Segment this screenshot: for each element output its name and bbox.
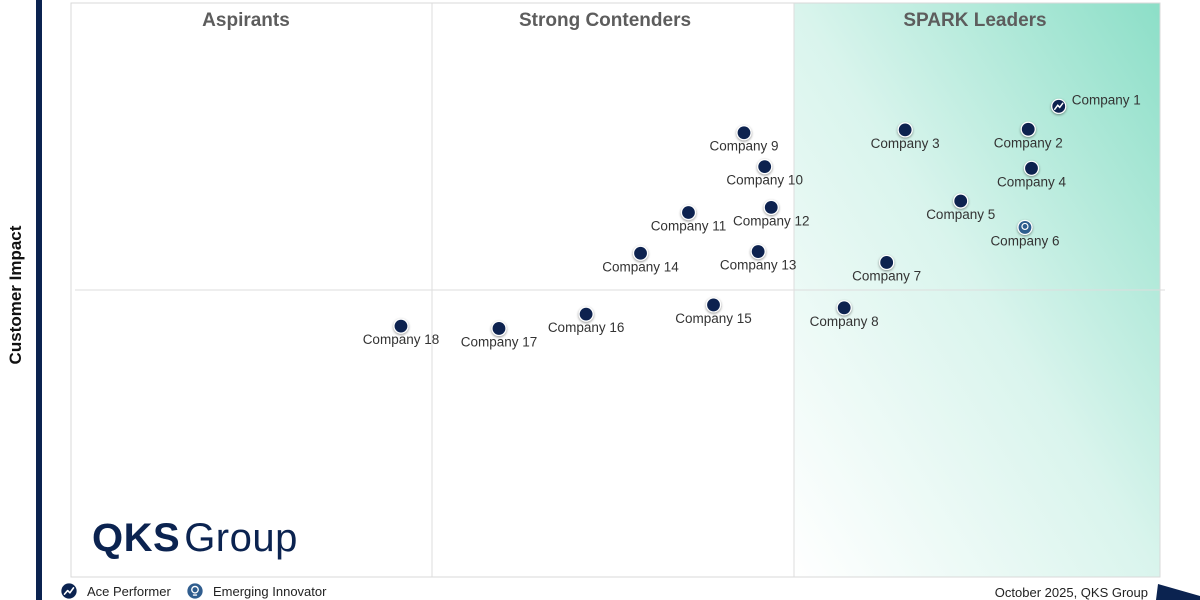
point-label-company-8: Company 8 xyxy=(810,314,879,329)
point-marker-company-6 xyxy=(1017,219,1033,236)
point-label-company-3: Company 3 xyxy=(871,136,940,151)
legend-ace-performer: Ace Performer xyxy=(60,582,171,600)
emerging-innovator-icon xyxy=(187,583,203,599)
point-marker-company-11 xyxy=(680,204,697,221)
point-company-1: Company 1 xyxy=(1051,92,1141,114)
point-label-company-9: Company 9 xyxy=(709,139,778,154)
quadrant-title-aspirants: Aspirants xyxy=(202,10,290,31)
qks-group-logo: QKS Group xyxy=(92,516,298,561)
point-label-company-5: Company 5 xyxy=(926,207,995,222)
point-company-14: Company 14 xyxy=(602,245,679,274)
point-marker-company-16 xyxy=(578,306,594,322)
point-label-company-4: Company 4 xyxy=(997,174,1067,189)
point-label-company-7: Company 7 xyxy=(852,268,921,283)
point-label-company-11: Company 11 xyxy=(651,219,727,234)
logo-light-text: Group xyxy=(184,516,298,560)
point-label-company-12: Company 12 xyxy=(733,213,810,228)
point-company-3: Company 3 xyxy=(871,122,940,151)
quadrant-title-strong-contenders: Strong Contenders xyxy=(519,10,691,31)
emerging-innovator-icon xyxy=(1021,222,1029,231)
point-label-company-6: Company 6 xyxy=(990,233,1059,248)
point-marker-company-3 xyxy=(897,122,913,138)
point-label-company-10: Company 10 xyxy=(726,173,803,188)
point-marker-company-4 xyxy=(1023,160,1040,176)
point-marker-company-8 xyxy=(836,300,852,316)
point-company-17: Company 17 xyxy=(461,320,538,349)
point-company-7: Company 7 xyxy=(852,254,921,283)
point-marker-company-13 xyxy=(750,243,766,260)
point-label-company-15: Company 15 xyxy=(675,311,752,326)
point-company-13: Company 13 xyxy=(720,243,797,273)
point-label-company-16: Company 16 xyxy=(548,320,625,335)
report-date: October 2025, QKS Group xyxy=(994,585,1148,600)
ace-performer-icon xyxy=(1053,102,1064,111)
point-company-12: Company 12 xyxy=(733,199,810,228)
logo-bold-text: QKS xyxy=(92,516,181,560)
point-company-6: Company 6 xyxy=(990,219,1059,248)
point-company-18: Company 18 xyxy=(363,318,440,347)
point-company-11: Company 11 xyxy=(651,204,727,234)
point-company-8: Company 8 xyxy=(810,300,879,329)
arrow-icon xyxy=(1156,584,1200,600)
point-company-4: Company 4 xyxy=(997,160,1067,189)
point-label-company-14: Company 14 xyxy=(602,259,679,274)
point-label-company-13: Company 13 xyxy=(720,258,797,273)
point-marker-company-7 xyxy=(879,254,895,271)
point-marker-company-5 xyxy=(953,193,969,209)
point-label-company-18: Company 18 xyxy=(363,332,440,347)
point-company-10: Company 10 xyxy=(726,158,803,188)
point-marker-company-18 xyxy=(393,318,409,334)
y-axis-bar xyxy=(36,0,42,600)
point-marker-company-15 xyxy=(705,297,722,313)
point-marker-company-12 xyxy=(763,199,779,215)
point-label-company-2: Company 2 xyxy=(994,135,1063,150)
point-company-2: Company 2 xyxy=(994,121,1063,150)
quadrant-title-spark-leaders: SPARK Leaders xyxy=(903,10,1046,31)
point-label-company-17: Company 17 xyxy=(461,334,538,349)
point-marker-company-9 xyxy=(736,125,752,141)
point-company-9: Company 9 xyxy=(709,125,779,154)
point-marker-company-10 xyxy=(757,158,773,175)
point-label-company-1: Company 1 xyxy=(1072,92,1141,107)
legend-ace-label: Ace Performer xyxy=(87,583,171,599)
point-company-15: Company 15 xyxy=(675,297,752,326)
point-marker-company-2 xyxy=(1020,121,1036,137)
point-company-16: Company 16 xyxy=(548,306,625,335)
point-marker-company-14 xyxy=(632,245,649,261)
point-company-5: Company 5 xyxy=(926,193,995,222)
legend-emerging-label: Emerging Innovator xyxy=(213,583,327,599)
ace-performer-icon xyxy=(61,583,77,599)
point-marker-company-17 xyxy=(491,320,507,337)
legend-emerging-innovator: Emerging Innovator xyxy=(186,582,326,600)
